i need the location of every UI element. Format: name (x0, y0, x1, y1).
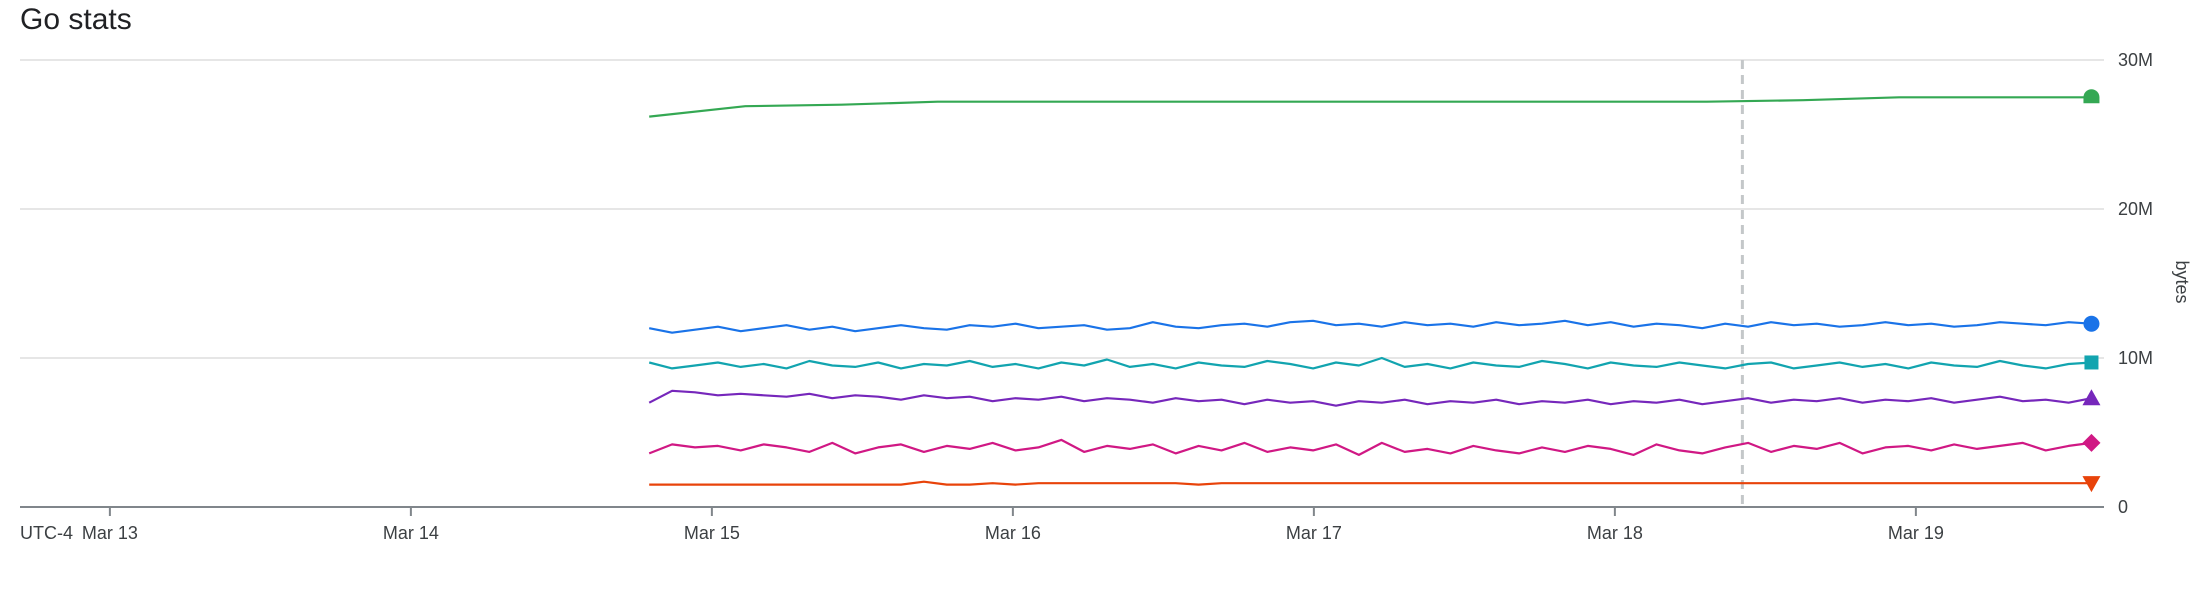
series-line[interactable] (648, 389, 2092, 407)
series-end-markers[interactable] (2082, 89, 2101, 493)
series-lines[interactable] (648, 96, 2092, 486)
series-line[interactable] (649, 96, 2092, 118)
y-tick-label: 20M (2118, 199, 2153, 219)
x-tick-label: Mar 19 (1888, 523, 1944, 543)
x-tick-label: Mar 14 (383, 523, 439, 543)
y-tick-label: 10M (2118, 348, 2153, 368)
y-tick-label: 0 (2118, 497, 2128, 517)
series-line[interactable] (648, 438, 2092, 456)
y-tick-label: 30M (2118, 50, 2153, 70)
series-end-marker[interactable] (2082, 476, 2101, 493)
chart-title: Go stats (20, 3, 132, 36)
x-axis: Mar 13 Mar 14 Mar 15 Mar 16 Mar 17 Mar 18 Mar … (20, 506, 2104, 543)
timezone-label: UTC-4 (20, 523, 73, 543)
series-end-marker[interactable] (2082, 433, 2101, 452)
series-end-marker[interactable] (2083, 89, 2100, 104)
x-tick-label: Mar 17 (1286, 523, 1342, 543)
y-axis-label: bytes (2172, 260, 2192, 303)
y-axis: 0 10M 20M 30M (2118, 50, 2153, 517)
series-end-marker[interactable] (2084, 355, 2099, 370)
series-end-marker[interactable] (2083, 315, 2100, 332)
grid-lines (20, 59, 2104, 359)
series-end-marker[interactable] (2082, 389, 2101, 406)
x-tick-label: Mar 15 (684, 523, 740, 543)
series-line[interactable] (648, 356, 2092, 370)
series-line[interactable] (649, 480, 2092, 486)
x-tick-label: Mar 16 (985, 523, 1041, 543)
x-tick-label: Mar 13 (82, 523, 138, 543)
x-tick-label: Mar 18 (1587, 523, 1643, 543)
series-line[interactable] (648, 319, 2092, 334)
